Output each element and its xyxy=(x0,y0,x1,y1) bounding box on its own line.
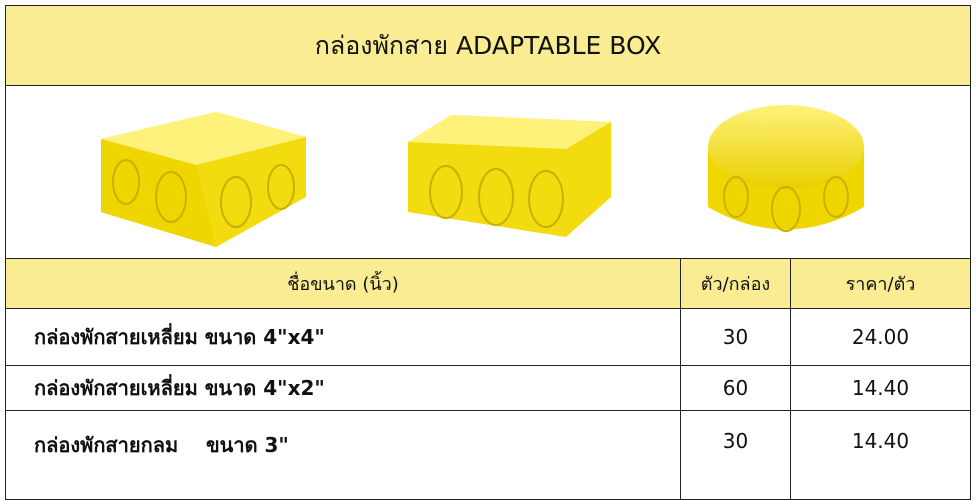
row-price: 14.40 xyxy=(790,365,971,411)
row-price: 14.40 xyxy=(790,410,971,500)
row-name: กล่องพักสายเหลี่ยม ขนาด 4"x4" xyxy=(5,308,681,366)
row-price: 24.00 xyxy=(790,308,971,366)
row-qty: 30 xyxy=(680,410,791,500)
product-illustrations xyxy=(101,105,864,247)
title: กล่องพักสาย ADAPTABLE BOX xyxy=(5,5,971,86)
rectangular-box xyxy=(408,115,611,237)
row-name: กล่องพักสายเหลี่ยม ขนาด 4"x2" xyxy=(5,365,681,411)
row-qty: 30 xyxy=(680,308,791,366)
column-header: ราคา/ตัว xyxy=(790,258,971,309)
round-box xyxy=(708,105,864,232)
product-images xyxy=(5,85,971,259)
row-qty: 60 xyxy=(680,365,791,411)
column-header: ชื่อขนาด (นิ้ว) xyxy=(5,258,681,309)
row-name: กล่องพักสายกลม ขนาด 3" xyxy=(5,410,681,500)
square-box xyxy=(101,112,306,247)
column-header: ตัว/กล่อง xyxy=(680,258,791,309)
